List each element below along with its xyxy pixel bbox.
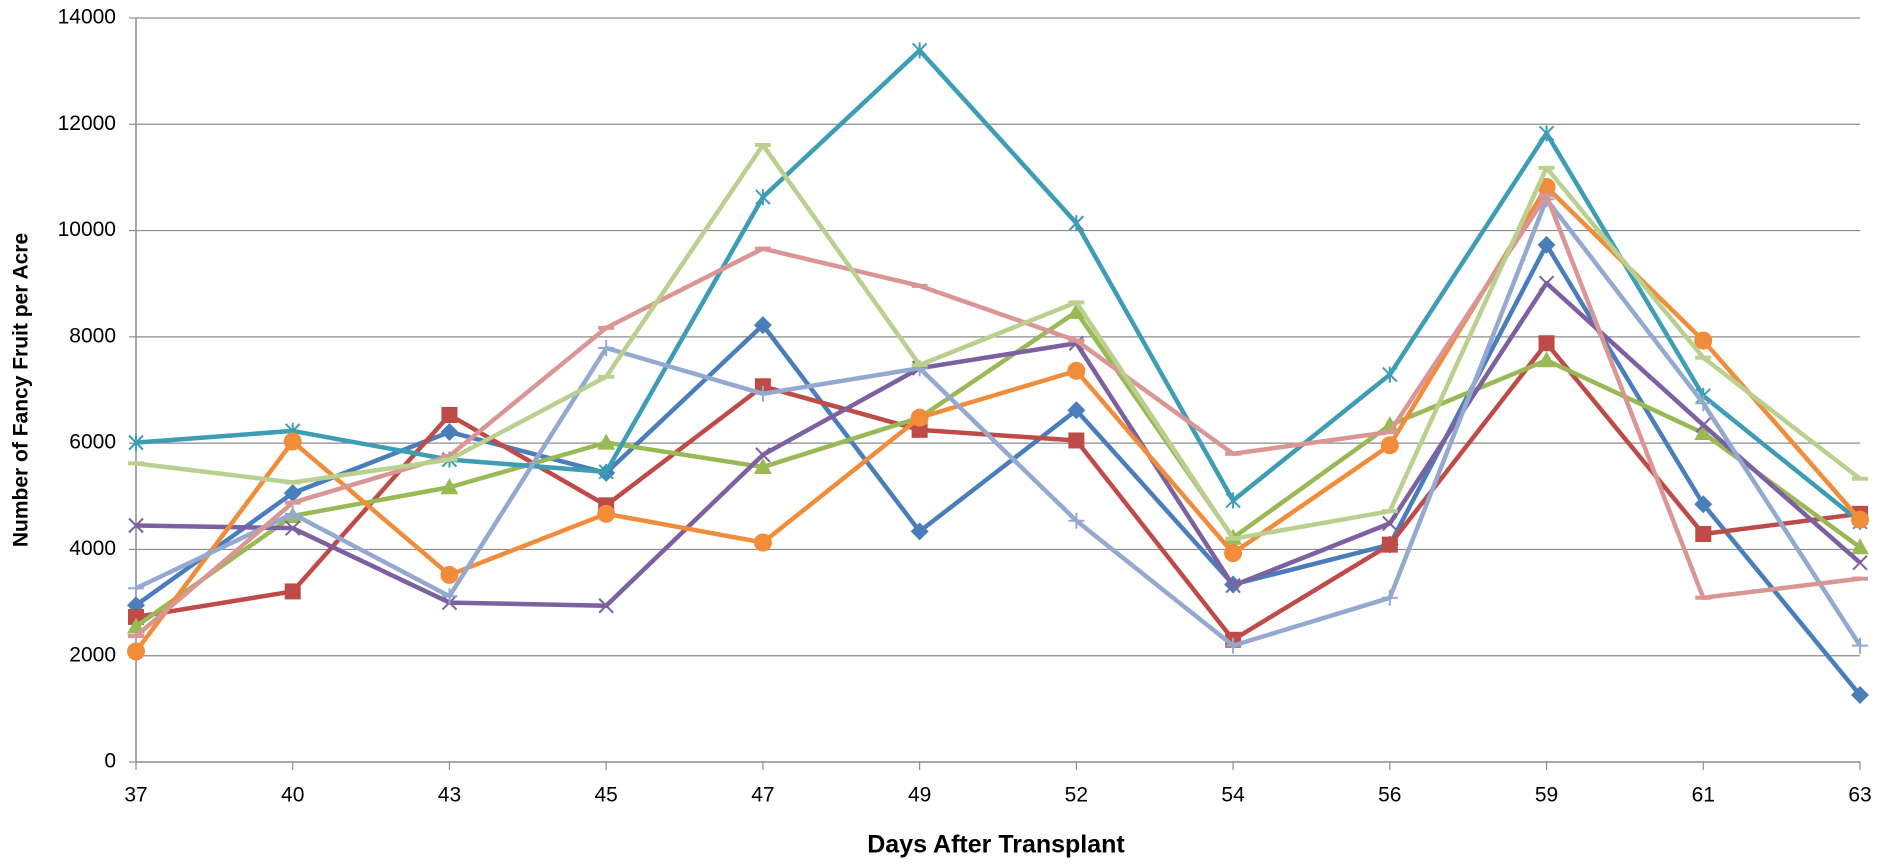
series-line: [134, 193, 1861, 638]
marker: [1224, 544, 1243, 563]
marker: [1694, 424, 1713, 441]
x-tick-label: 37: [124, 784, 147, 807]
marker: [1538, 125, 1555, 142]
marker: [284, 505, 301, 522]
marker: [753, 316, 772, 335]
marker: [1694, 495, 1713, 514]
marker: [1852, 637, 1868, 654]
marker: [283, 432, 302, 451]
series-line: [135, 280, 1862, 609]
marker: [1852, 555, 1868, 571]
marker: [440, 478, 459, 495]
marker: [1382, 515, 1398, 532]
series-line: [135, 142, 1862, 542]
marker: [911, 42, 928, 59]
marker: [1537, 235, 1556, 254]
marker: [598, 340, 615, 357]
marker: [598, 463, 614, 480]
series-line: [135, 340, 1861, 643]
marker: [1381, 589, 1398, 606]
marker: [440, 422, 459, 441]
marker: [1537, 351, 1556, 368]
y-tick-label: 8000: [69, 324, 116, 347]
marker: [1068, 215, 1085, 232]
marker: [1851, 538, 1869, 555]
marker: [1225, 637, 1242, 654]
y-tick-label: 4000: [69, 537, 116, 560]
marker: [910, 522, 929, 541]
marker: [1225, 577, 1241, 594]
marker: [1851, 686, 1869, 705]
marker: [753, 458, 772, 475]
x-tick-label: 47: [751, 784, 774, 807]
marker: [1695, 417, 1711, 433]
y-tick-label: 10000: [58, 218, 116, 241]
x-tick-label: 52: [1065, 784, 1088, 807]
marker: [1695, 395, 1712, 412]
x-tick-label: 54: [1221, 784, 1245, 807]
marker: [1225, 492, 1241, 509]
marker: [1538, 275, 1555, 291]
marker: [128, 580, 144, 597]
marker: [441, 406, 458, 423]
marker: [597, 504, 616, 523]
marker: [1538, 335, 1555, 352]
marker: [1068, 432, 1085, 449]
marker: [1068, 512, 1085, 529]
marker: [1381, 536, 1398, 553]
marker: [910, 408, 929, 427]
marker: [1067, 401, 1086, 420]
x-axis-title: Days After Transplant: [867, 831, 1125, 859]
x-tick-label: 43: [438, 784, 461, 807]
y-tick-label: 12000: [58, 112, 116, 135]
marker: [755, 189, 771, 206]
marker: [1380, 436, 1399, 455]
x-tick-label: 45: [595, 784, 618, 807]
marker: [911, 421, 928, 438]
x-tick-label: 61: [1692, 784, 1715, 807]
series-line: [135, 48, 1862, 524]
marker: [284, 583, 301, 600]
marker: [1067, 361, 1086, 380]
marker: [1695, 526, 1712, 543]
marker: [1694, 331, 1713, 350]
y-tick-label: 6000: [69, 431, 116, 454]
y-tick-label: 2000: [69, 643, 116, 666]
marker: [753, 533, 772, 552]
y-axis-title: Number of Fancy Fruit per Acre: [10, 233, 33, 547]
marker: [1382, 366, 1398, 383]
series-line: [135, 196, 1862, 648]
y-tick-label: 14000: [58, 6, 116, 29]
marker: [441, 588, 458, 605]
x-tick-label: 40: [281, 784, 304, 807]
marker: [598, 598, 614, 614]
marker: [128, 517, 144, 534]
marker: [755, 447, 771, 463]
marker: [128, 434, 144, 451]
series-line: [134, 184, 1862, 653]
marker: [440, 565, 459, 584]
y-tick-label: 0: [104, 750, 116, 773]
marker: [1067, 302, 1086, 319]
marker: [754, 385, 771, 402]
marker: [1851, 510, 1869, 529]
x-tick-label: 59: [1535, 784, 1558, 807]
x-tick-label: 56: [1378, 784, 1401, 807]
marker: [285, 520, 301, 536]
x-tick-label: 49: [908, 784, 931, 807]
marker: [283, 484, 302, 503]
marker: [127, 642, 145, 661]
series-line: [134, 309, 1862, 629]
marker: [597, 433, 616, 450]
x-tick-label: 63: [1848, 784, 1871, 807]
